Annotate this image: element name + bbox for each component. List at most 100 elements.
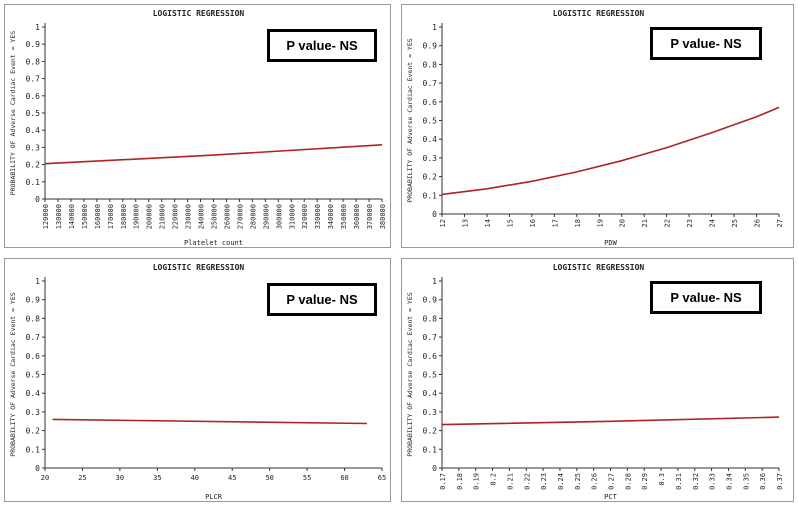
- chart-svg: LOGISTIC REGRESSION 0 0.1 0.2 0.3 0.4 0.5 0.6 0.…: [406, 9, 784, 247]
- y-axis-label: PROBABILITY OF Adverse Cardiac Event = Y…: [406, 292, 414, 456]
- y-tick-label: 0.9: [26, 296, 41, 305]
- y-tick-label: 0.3: [423, 154, 438, 163]
- y-tick-label: 0.1: [423, 191, 438, 200]
- x-tick-label: 40: [191, 474, 199, 482]
- x-axis-label: PLCR: [205, 493, 223, 501]
- chart-svg: LOGISTIC REGRESSION 0 0.1 0.2 0.3 0.4 0.5 0.6 0.…: [9, 263, 386, 501]
- x-tick-label: 370000: [366, 204, 374, 229]
- x-tick-label: 14: [484, 219, 492, 227]
- y-tick-label: 0.3: [423, 408, 438, 417]
- chart-svg: LOGISTIC REGRESSION 0 0.1 0.2 0.3 0.4 0.5 0.6 0.…: [406, 263, 784, 501]
- x-tick-label: 25: [731, 219, 739, 227]
- x-tick-label: 310000: [288, 204, 296, 229]
- x-tick-label: 35: [153, 474, 161, 482]
- x-tick-label: 150000: [81, 204, 89, 229]
- y-tick-label: 0.2: [26, 427, 41, 436]
- x-tick-label: 220000: [172, 204, 180, 229]
- y-tick-label: 0.1: [26, 445, 41, 454]
- x-tick-label: 55: [303, 474, 311, 482]
- y-tick-label: 0: [35, 195, 40, 204]
- y-tick-label: 0.5: [26, 109, 41, 118]
- x-tick-label: 20: [41, 474, 49, 482]
- x-tick-label: 0.3: [658, 473, 666, 486]
- y-tick-label: 0.5: [423, 117, 438, 126]
- y-tick-label: 0.4: [423, 135, 438, 144]
- regression-line: [52, 418, 368, 425]
- y-tick-label: 0: [35, 464, 40, 473]
- x-tick-label: 13: [461, 219, 469, 227]
- chart-panel-plcr: LOGISTIC REGRESSION 0 0.1 0.2 0.3 0.4 0.5 0.6 0.…: [4, 258, 391, 502]
- x-tick-label: 380000: [379, 204, 387, 229]
- chart-title: LOGISTIC REGRESSION: [553, 263, 645, 272]
- y-tick-label: 0: [432, 464, 437, 473]
- y-tick-label: 0.4: [26, 126, 41, 135]
- y-tick-label: 0: [432, 210, 437, 219]
- x-tick-label: 27: [776, 219, 784, 227]
- x-tick-label: 280000: [249, 204, 257, 229]
- x-tick-label: 190000: [133, 204, 141, 229]
- x-tick-label: 0.21: [506, 473, 514, 490]
- y-tick-label: 0.1: [26, 178, 41, 187]
- chart-panel-platelet-count: LOGISTIC REGRESSION 0 0.1 0.2 0.3 0.4 0.5 0.6 0.…: [4, 4, 391, 248]
- x-tick-label: 16: [529, 219, 537, 227]
- x-tick-label: 0.22: [523, 473, 531, 490]
- y-tick-label: 0.5: [26, 371, 41, 380]
- y-tick-label: 0.6: [423, 98, 438, 107]
- x-tick-label: 0.31: [675, 473, 683, 490]
- x-tick-label: 120000: [42, 204, 50, 229]
- x-tick-label: 240000: [198, 204, 206, 229]
- x-tick-label: 0.36: [759, 473, 767, 490]
- regression-line: [44, 144, 383, 165]
- x-tick-label: 0.37: [776, 473, 784, 490]
- y-tick-label: 0.8: [26, 57, 41, 66]
- x-tick-label: 200000: [146, 204, 154, 229]
- x-tick-label: 360000: [353, 204, 361, 229]
- y-tick-label: 1: [432, 277, 437, 286]
- x-tick-label: 0.27: [608, 473, 616, 490]
- y-tick-label: 0.9: [26, 40, 41, 49]
- x-tick-label: 0.28: [624, 473, 632, 490]
- y-tick-label: 0.4: [423, 389, 438, 398]
- y-tick-label: 1: [35, 277, 40, 286]
- y-axis-label: PROBABILITY OF Adverse Cardiac Event = Y…: [9, 31, 17, 195]
- y-tick-label: 0.8: [26, 314, 41, 323]
- chart-title: LOGISTIC REGRESSION: [153, 9, 245, 18]
- x-tick-label: 0.35: [742, 473, 750, 490]
- x-tick-label: 270000: [236, 204, 244, 229]
- y-tick-label: 0.2: [423, 427, 438, 436]
- x-tick-label: 0.23: [540, 473, 548, 490]
- x-tick-label: 350000: [340, 204, 348, 229]
- x-tick-label: 25: [78, 474, 86, 482]
- x-tick-label: 230000: [185, 204, 193, 229]
- x-tick-label: 0.34: [725, 473, 733, 490]
- x-tick-label: 15: [506, 219, 514, 227]
- x-tick-label: 0.24: [557, 473, 565, 490]
- regression-line: [441, 416, 780, 426]
- x-tick-label: 23: [686, 219, 694, 227]
- x-tick-label: 20: [619, 219, 627, 227]
- y-tick-label: 0.4: [26, 389, 41, 398]
- chart-svg: LOGISTIC REGRESSION 0 0.1 0.2 0.3 0.4 0.5 0.6 0.…: [9, 9, 387, 247]
- x-tick-label: 0.18: [456, 473, 464, 490]
- x-axis-label: PDW: [604, 239, 617, 247]
- y-tick-label: 1: [432, 23, 437, 32]
- x-tick-label: 210000: [159, 204, 167, 229]
- y-tick-label: 0.3: [26, 408, 41, 417]
- x-tick-label: 260000: [223, 204, 231, 229]
- y-tick-label: 1: [35, 23, 40, 32]
- chart-panel-pct: LOGISTIC REGRESSION 0 0.1 0.2 0.3 0.4 0.5 0.6 0.…: [401, 258, 794, 502]
- x-tick-label: 0.19: [473, 473, 481, 490]
- y-tick-label: 0.1: [423, 445, 438, 454]
- x-tick-label: 30: [116, 474, 124, 482]
- x-tick-label: 0.29: [641, 473, 649, 490]
- chart-title: LOGISTIC REGRESSION: [153, 263, 245, 272]
- y-tick-label: 0.7: [26, 333, 41, 342]
- x-tick-label: 45: [228, 474, 236, 482]
- p-value-box: P value- NS: [650, 27, 762, 60]
- y-tick-label: 0.2: [26, 161, 41, 170]
- x-tick-label: 330000: [314, 204, 322, 229]
- y-axis-label: PROBABILITY OF Adverse Cardiac Event = Y…: [406, 38, 414, 202]
- x-tick-label: 21: [641, 219, 649, 227]
- x-tick-label: 18: [574, 219, 582, 227]
- y-axis-label: PROBABILITY OF Adverse Cardiac Event = Y…: [9, 292, 17, 456]
